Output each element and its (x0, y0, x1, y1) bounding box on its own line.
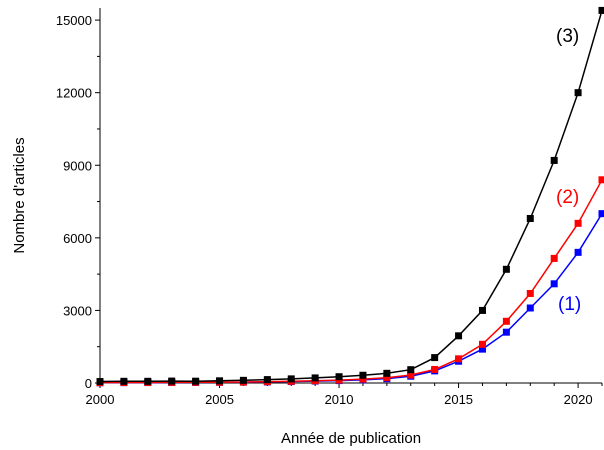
y-tick-label: 9000 (63, 158, 92, 173)
series-line-3 (99, 10, 603, 383)
data-point (383, 374, 391, 382)
data-point (455, 332, 463, 340)
data-point (574, 248, 582, 256)
data-point (478, 345, 486, 353)
data-point (96, 378, 104, 386)
data-point (407, 371, 415, 379)
data-point (478, 340, 486, 348)
series-label-3: (3) (556, 26, 579, 47)
y-tick-label: 3000 (63, 303, 92, 318)
data-point (144, 377, 152, 385)
series-label-1: (1) (558, 294, 581, 315)
data-point (239, 376, 247, 384)
data-point (383, 369, 391, 377)
data-point (478, 306, 486, 314)
data-point (526, 289, 534, 297)
series-label-2: (2) (556, 187, 579, 208)
data-point (455, 355, 463, 363)
y-tick-label: 15000 (56, 13, 92, 28)
y-tick-label: 12000 (56, 86, 92, 101)
y-axis-title: Nombre d'articles (11, 137, 28, 253)
data-point (359, 371, 367, 379)
data-point (526, 214, 534, 222)
data-point (574, 219, 582, 227)
series-labels: (1) (2) (3) (556, 26, 581, 315)
series-line-2 (99, 179, 603, 384)
plot-area (96, 6, 604, 387)
x-tick-label: 2010 (325, 392, 354, 407)
data-point (526, 304, 534, 312)
data-point (263, 376, 271, 384)
x-tick-label: 2020 (564, 392, 593, 407)
data-point (359, 375, 367, 383)
data-point (431, 365, 439, 373)
data-point (287, 375, 295, 383)
data-point (168, 377, 176, 385)
x-axis-title: Année de publication (281, 430, 421, 447)
data-point (216, 377, 224, 385)
data-point (550, 254, 558, 262)
data-point (574, 89, 582, 97)
data-point (502, 328, 510, 336)
x-tick-label: 2000 (86, 392, 115, 407)
data-point (598, 6, 604, 14)
data-point (502, 317, 510, 325)
x-tick-label: 2005 (205, 392, 234, 407)
data-point (431, 354, 439, 362)
y-tick-label: 6000 (63, 231, 92, 246)
data-point (598, 210, 604, 218)
data-point (192, 377, 200, 385)
data-point (550, 156, 558, 164)
data-point (311, 374, 319, 382)
data-point (550, 280, 558, 288)
x-tick-label: 2015 (444, 392, 473, 407)
data-point (598, 176, 604, 184)
data-point (335, 373, 343, 381)
axes: 2000 2005 2010 2015 2020 0 3000 6000 9000 12000 15… (56, 8, 603, 407)
data-point (120, 377, 128, 385)
y-tick-label: 0 (85, 376, 92, 391)
data-point (407, 366, 415, 374)
data-point (502, 265, 510, 273)
